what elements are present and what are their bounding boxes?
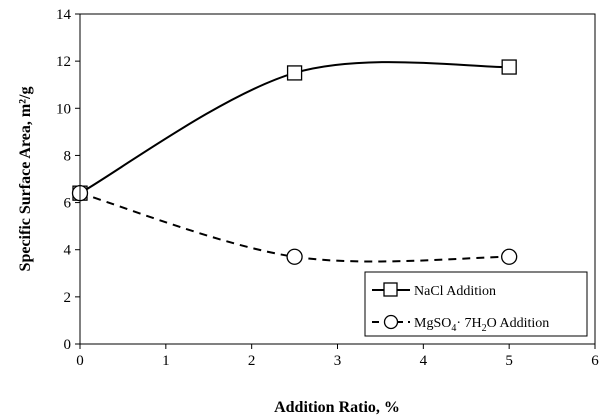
legend-marker-circle <box>383 314 399 330</box>
legend-label-mgso4-d: 2 <box>482 323 487 334</box>
x-tick-label: 4 <box>420 353 428 369</box>
x-tick-label: 0 <box>76 353 84 369</box>
y-tick-label: 4 <box>64 243 72 259</box>
legend-label-nacl: NaCl Addition <box>414 284 496 299</box>
x-tick-label: 3 <box>334 353 342 369</box>
x-axis-title: Addition Ratio, % <box>274 399 400 416</box>
y-axis-ticks: 0 2 4 6 8 10 12 14 <box>56 7 80 353</box>
x-axis-ticks: 0 1 2 3 4 5 6 <box>76 344 599 369</box>
data-point-circle <box>286 248 303 265</box>
y-tick-label: 0 <box>64 337 72 353</box>
legend-box <box>364 271 588 337</box>
x-tick-label: 2 <box>248 353 256 369</box>
y-tick-label: 10 <box>56 101 71 117</box>
y-tick-label: 14 <box>56 7 72 23</box>
y-tick-label: 8 <box>64 148 72 164</box>
y-tick-label: 6 <box>64 196 72 212</box>
legend-label-mgso4-b: 4 <box>451 323 456 334</box>
y-axis-title: Specific Surface Area, m²/g <box>17 87 34 272</box>
data-point-square <box>286 65 303 81</box>
legend-marker-square <box>383 282 398 297</box>
legend-label-mgso4-c: · 7H <box>456 316 481 331</box>
series-line-0 <box>79 61 510 195</box>
x-tick-label: 1 <box>162 353 170 369</box>
y-tick-label: 2 <box>64 290 72 306</box>
legend-label-mgso4: MgSO4· 7H2O Addition <box>414 316 549 334</box>
y-tick-label: 12 <box>56 54 71 70</box>
x-tick-label: 5 <box>505 353 513 369</box>
x-tick-label: 6 <box>591 353 599 369</box>
legend-label-mgso4-e: O Addition <box>487 316 550 331</box>
data-point-circle <box>501 248 518 265</box>
legend: NaCl Addition MgSO4· 7H2O Addition <box>364 271 588 337</box>
data-point-square <box>501 59 517 75</box>
series-layer <box>71 59 518 265</box>
legend-label-mgso4-a: MgSO <box>414 316 451 331</box>
